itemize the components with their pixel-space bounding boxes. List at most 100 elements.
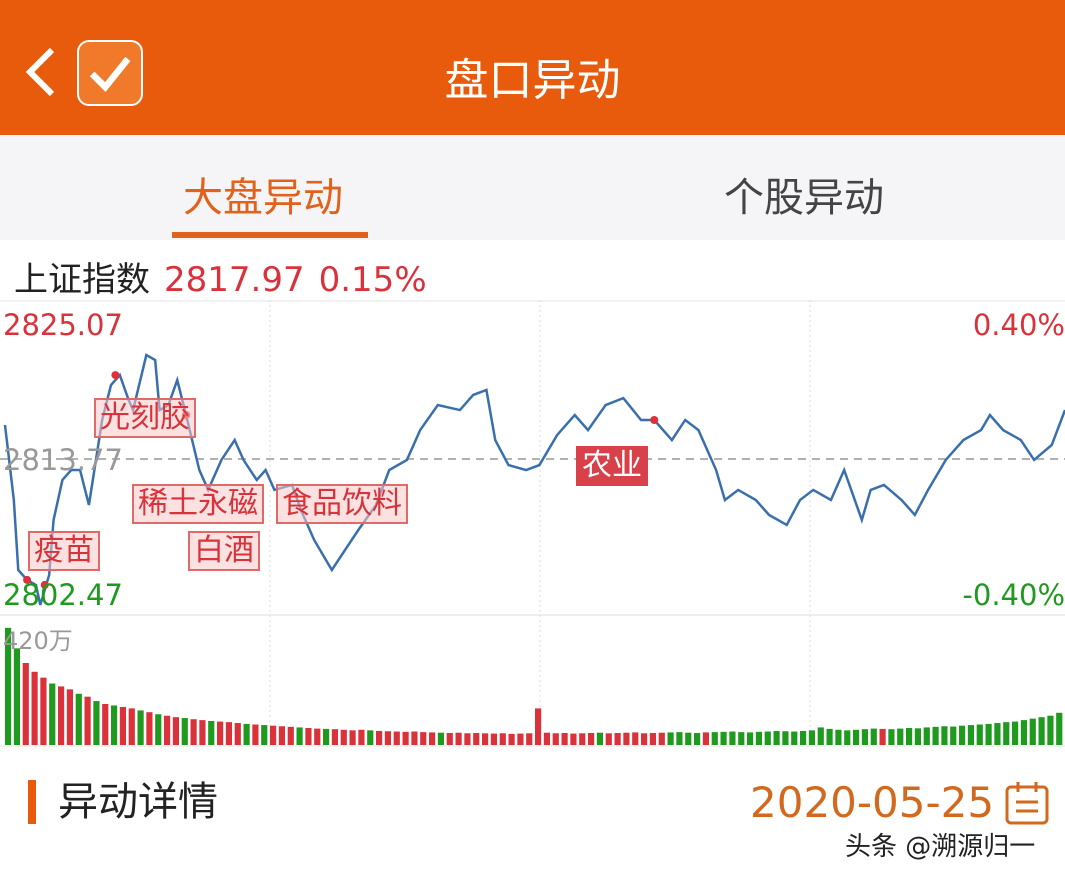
volume-bar <box>137 710 144 745</box>
volume-bar <box>102 704 109 745</box>
volume-bar <box>888 729 895 745</box>
volume-bar <box>676 732 683 745</box>
volume-bar <box>155 714 162 745</box>
volume-bar <box>208 720 215 745</box>
volume-bar <box>1020 720 1028 745</box>
volume-bar <box>376 730 383 745</box>
volume-bar <box>1003 722 1010 745</box>
calendar-icon[interactable] <box>1004 780 1050 826</box>
volume-bar <box>323 728 330 745</box>
section-title: 异动详情 <box>28 780 218 824</box>
volume-bar <box>499 733 506 745</box>
volume-bar <box>588 732 595 745</box>
volume-bar <box>835 729 842 745</box>
volume-bar <box>22 663 29 745</box>
volume-bar <box>437 732 445 745</box>
back-arrow-icon[interactable] <box>22 44 62 100</box>
volume-bar <box>261 725 268 745</box>
volume-bar <box>667 732 674 745</box>
volume-bar <box>959 725 966 745</box>
volume-bar <box>870 728 877 745</box>
volume-bar <box>791 731 798 745</box>
volume-bar <box>482 733 489 745</box>
volume-bar <box>314 728 321 745</box>
volume-bar <box>561 732 568 745</box>
volume-bar <box>853 729 860 745</box>
annotation-rare-earth[interactable]: 稀土永磁 <box>132 484 264 524</box>
volume-bar <box>420 732 427 745</box>
volume-bar <box>906 728 913 745</box>
volume-bar <box>861 729 869 745</box>
volume-bar <box>782 731 789 745</box>
volume-bar <box>623 732 630 745</box>
volume-bar <box>923 727 930 745</box>
volume-bar <box>844 730 851 745</box>
volume-bar <box>243 723 250 745</box>
volume-bar <box>402 731 409 745</box>
annotation-agriculture[interactable]: 农业 <box>576 446 648 486</box>
volume-bar <box>570 733 577 745</box>
index-value: 2817.97 <box>164 260 305 300</box>
active-tab-indicator <box>172 232 368 238</box>
tab-market-movement[interactable]: 大盘异动 <box>183 175 343 221</box>
annotation-marker <box>111 371 120 380</box>
volume-bar <box>879 728 886 745</box>
pct-bottom-label: -0.40% <box>962 578 1065 612</box>
volume-bar <box>278 726 286 745</box>
annotation-marker <box>40 580 49 589</box>
volume-bar <box>932 726 939 745</box>
volume-bar <box>800 730 807 745</box>
checkbox-icon[interactable] <box>77 40 143 106</box>
tab-bar: 大盘异动 个股异动 <box>0 135 1065 240</box>
volume-bar <box>199 720 206 745</box>
volume-bar <box>738 732 745 745</box>
pct-top-label: 0.40% <box>972 308 1065 342</box>
volume-bar <box>897 728 904 745</box>
volume-bar <box>976 724 983 745</box>
date-display[interactable]: 2020-05-25 <box>750 778 995 827</box>
volume-bar <box>729 731 736 745</box>
volume-bar <box>985 723 992 745</box>
annotation-marker <box>23 575 32 584</box>
page-title: 盘口异动 <box>444 55 621 106</box>
annotation-photoresist[interactable]: 光刻胶 <box>94 398 196 438</box>
volume-bar <box>517 733 524 745</box>
volume-bar <box>473 732 480 745</box>
intraday-chart[interactable] <box>0 300 1065 750</box>
volume-bar <box>632 732 639 745</box>
price-line <box>3 353 1065 606</box>
volume-bar <box>1029 718 1036 745</box>
volume-bar <box>93 701 100 745</box>
volume-bar <box>941 726 948 745</box>
volume-bar <box>967 725 975 745</box>
volume-bar <box>270 725 277 745</box>
volume-bar <box>614 732 621 745</box>
volume-bar <box>84 696 91 745</box>
volume-bar <box>13 648 21 745</box>
volume-bar <box>755 731 763 745</box>
volume-bar <box>694 732 701 745</box>
volume-bar <box>225 722 233 745</box>
volume-bar <box>252 724 259 745</box>
tab-stock-movement[interactable]: 个股异动 <box>724 175 884 221</box>
volume-bar <box>31 671 38 745</box>
volume-bar <box>331 729 339 745</box>
volume-bar <box>455 732 462 745</box>
volume-bar <box>649 732 657 745</box>
annotation-food-beverage[interactable]: 食品饮料 <box>276 484 408 524</box>
volume-bar <box>287 726 294 745</box>
volume-bar <box>685 732 692 745</box>
volume-bar <box>526 733 533 745</box>
annotation-vaccine[interactable]: 疫苗 <box>28 531 100 571</box>
annotation-liquor[interactable]: 白酒 <box>188 531 260 571</box>
volume-bar <box>950 726 957 745</box>
volume-bar <box>384 731 392 745</box>
volume-bar <box>58 686 65 745</box>
app-header: 盘口异动 <box>0 0 1065 135</box>
volume-bar <box>773 730 780 745</box>
volume-bar <box>340 729 347 745</box>
volume-bar <box>490 733 498 745</box>
y-top-label: 2825.07 <box>3 308 123 342</box>
volume-bar <box>1047 715 1054 745</box>
volume-bar <box>393 731 400 745</box>
